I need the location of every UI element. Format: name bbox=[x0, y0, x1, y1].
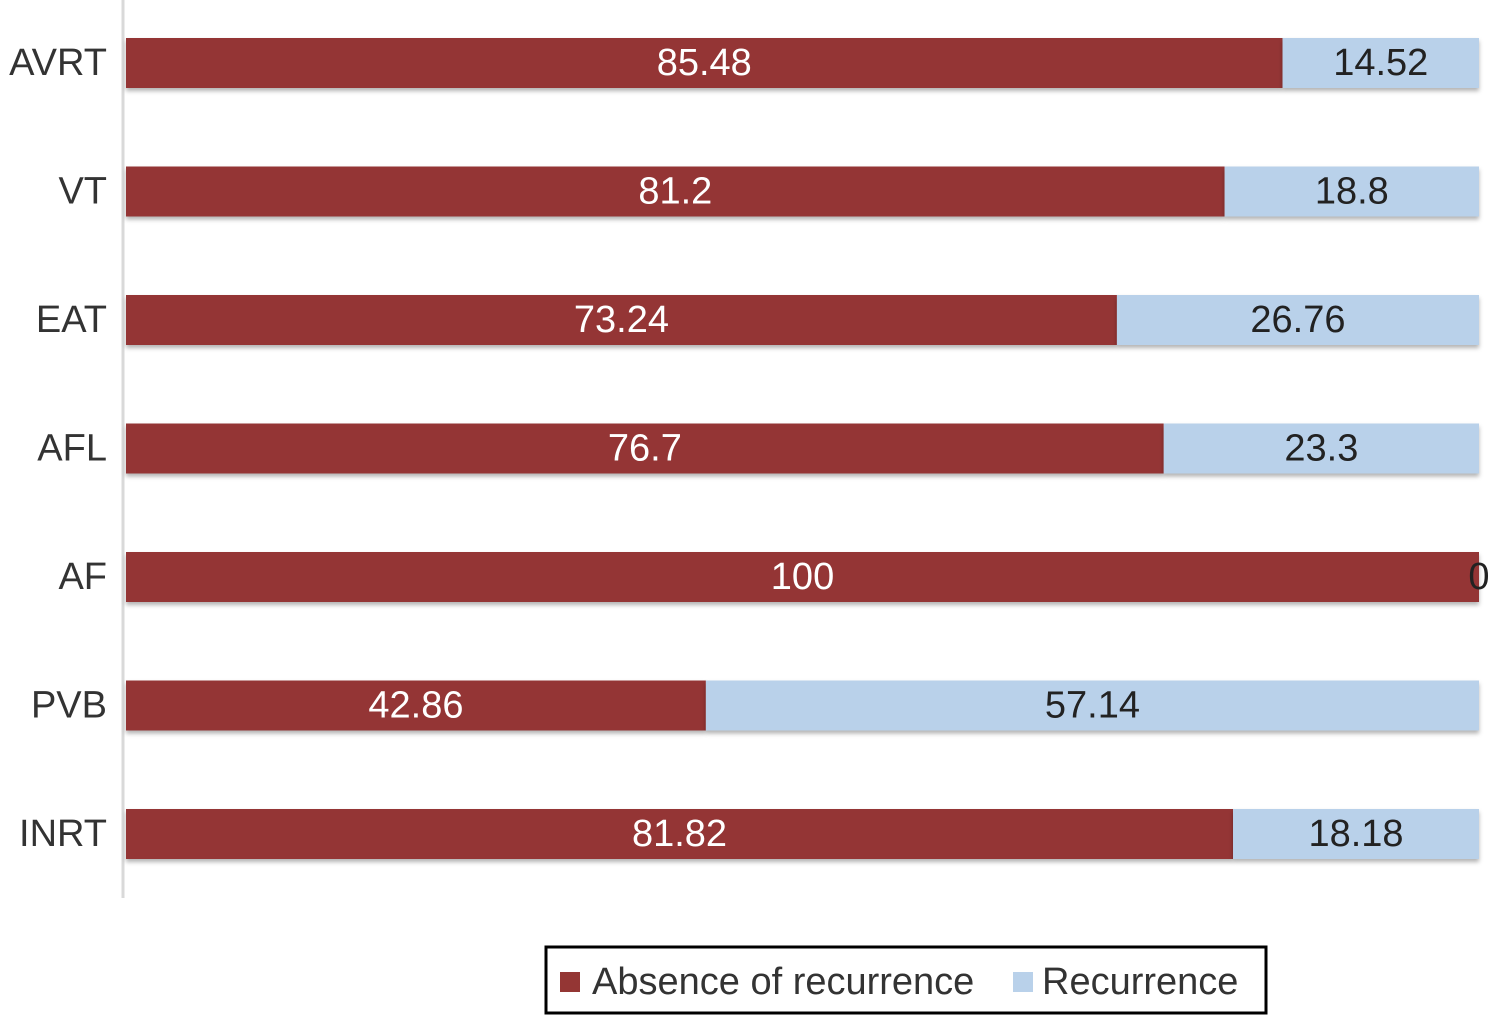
data-label: 85.48 bbox=[657, 42, 752, 84]
y-tick-label: VT bbox=[58, 171, 107, 213]
data-label: 23.3 bbox=[1284, 428, 1358, 470]
data-label: 14.52 bbox=[1333, 42, 1428, 84]
data-label: 57.14 bbox=[1045, 685, 1140, 727]
bar-segment bbox=[1116, 295, 1479, 345]
legend-marker bbox=[1013, 972, 1033, 992]
y-tick-label: AFL bbox=[37, 428, 107, 470]
bar-segment bbox=[1233, 809, 1479, 859]
bar-segment bbox=[126, 295, 1117, 345]
bar-segment bbox=[126, 423, 1164, 474]
data-label: 100 bbox=[771, 556, 834, 598]
bar-segment bbox=[1163, 423, 1479, 474]
data-label: 0 bbox=[1468, 556, 1489, 598]
data-label: 26.76 bbox=[1250, 299, 1345, 341]
bar-segment bbox=[705, 680, 1479, 731]
legend-label: Recurrence bbox=[1042, 961, 1238, 1003]
y-tick-label: AVRT bbox=[9, 42, 107, 84]
bar-segment bbox=[1282, 38, 1479, 88]
legend-box bbox=[544, 945, 1268, 1015]
data-label: 81.82 bbox=[632, 813, 727, 855]
y-tick-label: AF bbox=[58, 556, 107, 598]
bar-segment bbox=[126, 809, 1234, 859]
bar-segment bbox=[126, 38, 1283, 88]
bar-segment bbox=[1224, 166, 1479, 217]
data-label: 81.2 bbox=[638, 171, 712, 213]
legend-marker bbox=[560, 972, 580, 992]
data-label: 76.7 bbox=[608, 428, 682, 470]
y-tick-label: PVB bbox=[31, 685, 107, 727]
bar-segment bbox=[126, 680, 706, 731]
bar-segment bbox=[126, 166, 1225, 217]
bar-segment bbox=[126, 552, 1479, 602]
y-tick-label: INRT bbox=[19, 813, 107, 855]
legend-label: Absence of recurrence bbox=[592, 961, 974, 1003]
data-label: 42.86 bbox=[368, 685, 463, 727]
data-label: 18.8 bbox=[1315, 171, 1389, 213]
data-label: 18.18 bbox=[1308, 813, 1403, 855]
data-label: 73.24 bbox=[574, 299, 669, 341]
y-tick-label: EAT bbox=[36, 299, 107, 341]
